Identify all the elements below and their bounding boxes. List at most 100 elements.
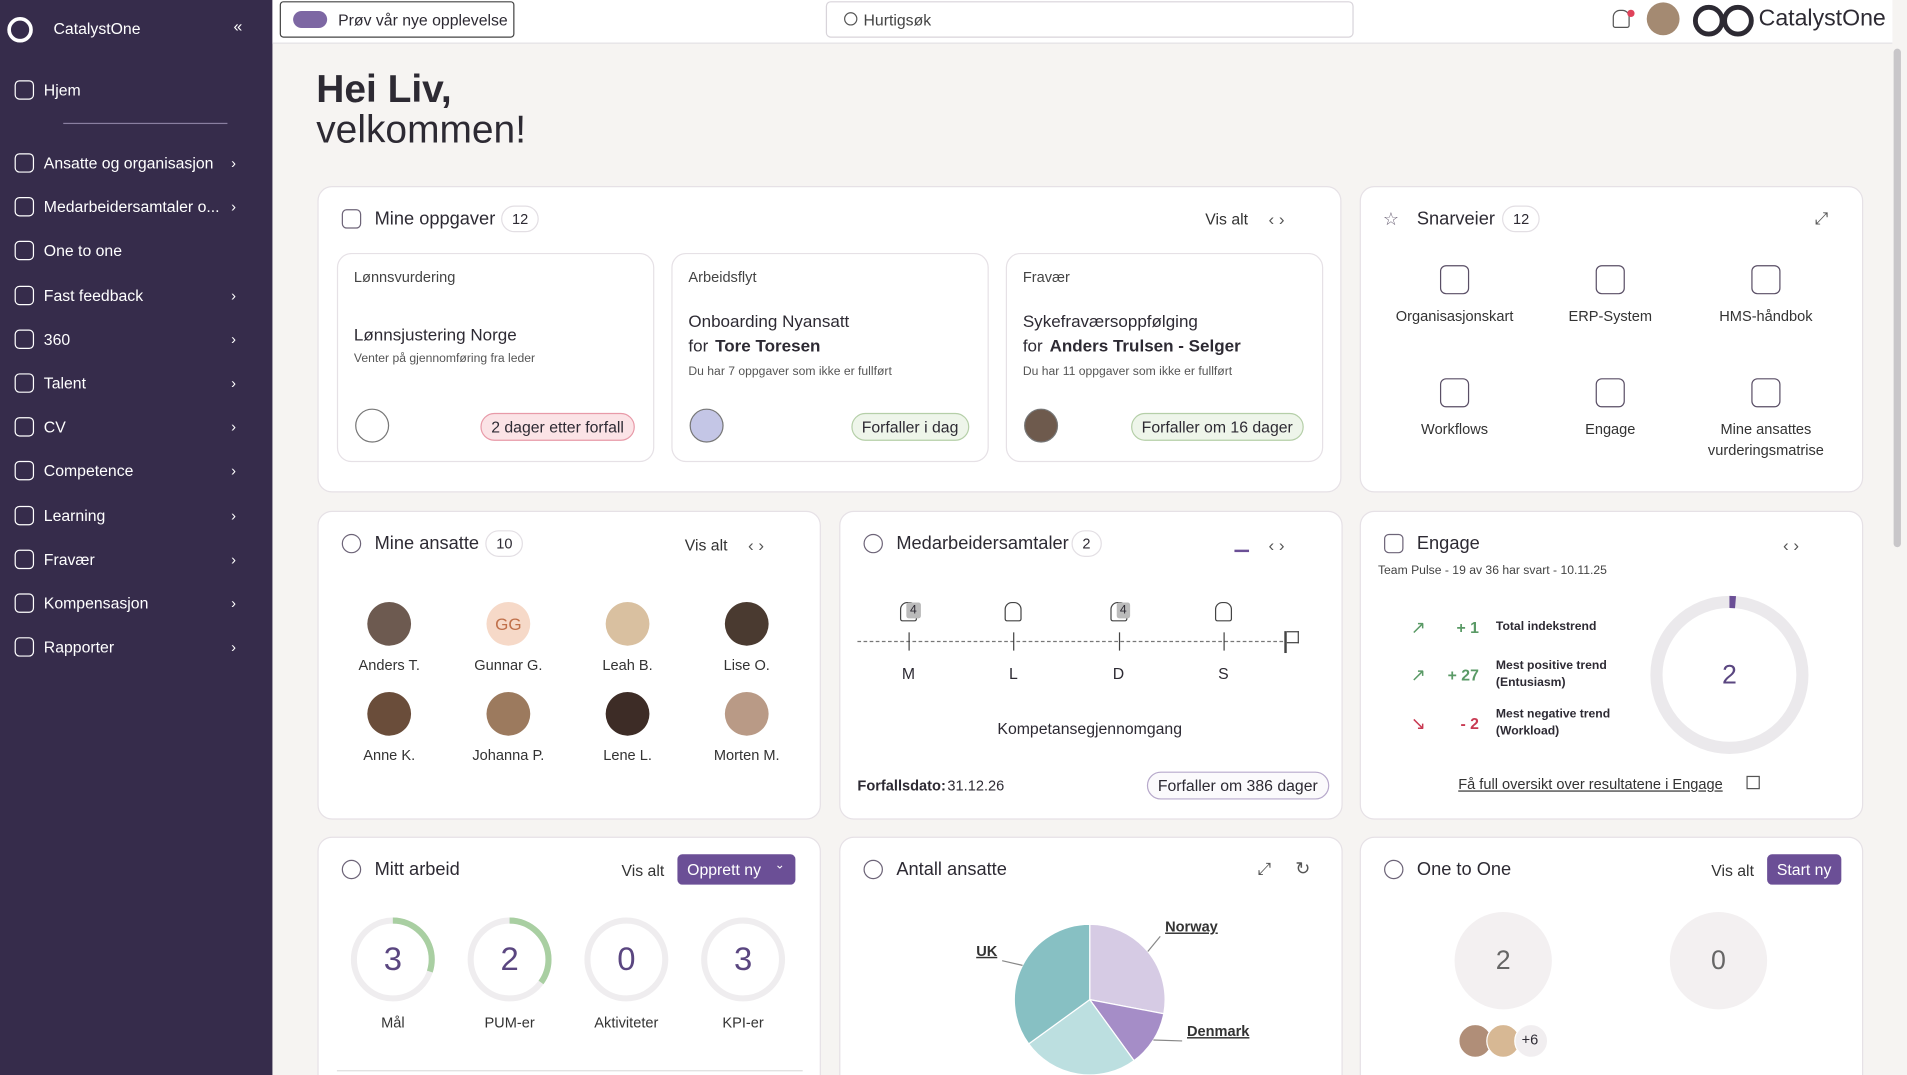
count: 12 bbox=[1502, 205, 1541, 233]
score-ring bbox=[1650, 595, 1809, 754]
shortcut-icon[interactable] bbox=[1751, 378, 1781, 408]
pager[interactable]: ‹ › bbox=[747, 535, 765, 555]
task-subtitle: Du har 7 oppgaver som ikke er fullført bbox=[688, 365, 892, 379]
stat-value[interactable]: 3 bbox=[733, 940, 753, 978]
view-all[interactable]: Vis alt bbox=[1711, 861, 1754, 880]
employee-name[interactable]: Lise O. bbox=[723, 656, 770, 674]
nav-item[interactable]: Competence bbox=[43, 461, 134, 481]
start-button[interactable]: Start ny bbox=[1767, 854, 1842, 885]
shortcut-label[interactable]: Organisasjonskart bbox=[1395, 307, 1514, 325]
person-icon bbox=[1004, 601, 1022, 622]
employee-name[interactable]: Gunnar G. bbox=[474, 656, 543, 674]
search-placeholder: Hurtigsøk bbox=[863, 10, 932, 30]
nav-item[interactable]: Learning bbox=[43, 505, 106, 525]
view-all[interactable]: Vis alt bbox=[621, 861, 665, 880]
logo-c bbox=[1692, 4, 1725, 37]
nav-item[interactable]: 360 bbox=[43, 329, 71, 349]
task-badge: 2 dager etter forfall bbox=[480, 412, 635, 441]
engage-score: 2 bbox=[1721, 659, 1737, 690]
expand[interactable]: ⤢ bbox=[1257, 858, 1272, 878]
pie-slice bbox=[1013, 923, 1091, 1045]
star-icon: ☆ bbox=[1382, 209, 1400, 230]
leader-line bbox=[1153, 1039, 1183, 1042]
expand[interactable]: ⤢ bbox=[1814, 207, 1829, 228]
shortcut-label[interactable]: Mine ansattes vurderingsmatrise bbox=[1707, 420, 1824, 459]
shortcut-icon[interactable] bbox=[1439, 378, 1470, 408]
scrollbar[interactable] bbox=[1893, 48, 1901, 548]
timeline-line bbox=[857, 640, 1284, 643]
pager[interactable]: ‹ › bbox=[1268, 209, 1285, 229]
nav-item[interactable]: Rapporter bbox=[43, 638, 115, 657]
timeline-badge: 4 bbox=[906, 602, 921, 619]
nav-item[interactable]: Fravær bbox=[43, 550, 95, 569]
nav-item[interactable]: Hjem bbox=[43, 80, 81, 100]
search-box[interactable]: Hurtigsøk bbox=[825, 1, 1354, 38]
nav-chevron: › bbox=[231, 462, 236, 480]
pie-slice bbox=[1089, 923, 1166, 1015]
engage-link[interactable]: Få full oversikt over resultatene i Enga… bbox=[1458, 775, 1723, 793]
nav-icon bbox=[14, 417, 35, 437]
task-title: Onboarding Nyansatt bbox=[688, 311, 850, 331]
nav-item[interactable]: Fast feedback bbox=[43, 285, 144, 305]
employee-name[interactable]: Leah B. bbox=[602, 656, 653, 674]
nav-icon bbox=[14, 505, 35, 525]
stat-value[interactable]: 2 bbox=[500, 940, 519, 978]
nav-item[interactable]: Ansatte og organisasjon bbox=[43, 153, 214, 173]
nav-item[interactable]: Kompensasjon bbox=[43, 594, 149, 613]
nav-chevron: › bbox=[231, 550, 236, 568]
toggle-button[interactable]: Prøv vår nye opplevelse bbox=[279, 1, 515, 38]
nav-icon bbox=[14, 373, 35, 393]
chart-icon[interactable] bbox=[1234, 535, 1250, 553]
shortcut-icon[interactable] bbox=[1439, 265, 1470, 295]
employee-avatar[interactable] bbox=[605, 601, 650, 646]
count: 2 bbox=[1071, 530, 1102, 557]
stat-value[interactable]: 0 bbox=[617, 940, 636, 978]
nav-chevron: › bbox=[231, 154, 236, 172]
bell[interactable] bbox=[1612, 9, 1630, 28]
employee-avatar[interactable] bbox=[367, 691, 412, 736]
employee-avatar[interactable] bbox=[724, 601, 769, 646]
trend-value: + 27 bbox=[1447, 665, 1479, 685]
shortcut-label[interactable]: HMS-håndbok bbox=[1719, 307, 1813, 325]
employee-avatar[interactable] bbox=[724, 691, 769, 736]
employee-name[interactable]: Morten M. bbox=[713, 746, 780, 764]
create-button[interactable]: Opprett ny bbox=[677, 854, 796, 885]
nav-item[interactable]: One to one bbox=[43, 241, 123, 261]
trend-arrow: ↘ bbox=[1410, 713, 1427, 735]
trophy-icon bbox=[341, 859, 362, 880]
collapse[interactable]: « bbox=[233, 17, 243, 36]
employee-avatar[interactable] bbox=[605, 691, 650, 736]
nav-icon bbox=[14, 285, 35, 305]
view-all[interactable]: Vis alt bbox=[684, 535, 728, 554]
nav-item[interactable]: Talent bbox=[43, 373, 86, 393]
employee-name[interactable]: Anne K. bbox=[363, 746, 416, 764]
shortcut-icon[interactable] bbox=[1595, 265, 1625, 295]
shortcut-icon[interactable] bbox=[1595, 378, 1625, 408]
nav-chevron: › bbox=[231, 506, 236, 524]
nav-item[interactable]: Medarbeidersamtaler o... bbox=[43, 197, 220, 217]
count: 10 bbox=[485, 530, 524, 557]
view-all[interactable]: Vis alt bbox=[1205, 209, 1249, 229]
employee-name[interactable]: Lene L. bbox=[603, 746, 652, 764]
pager[interactable]: ‹ › bbox=[1268, 535, 1285, 555]
task-subtitle: Du har 11 oppgaver som ikke er fullført bbox=[1022, 365, 1233, 379]
employee-avatar[interactable] bbox=[486, 601, 531, 646]
employee-initials: GG bbox=[495, 614, 522, 634]
task-title: Sykefraværsoppfølging bbox=[1022, 311, 1198, 331]
avatar[interactable] bbox=[1646, 2, 1680, 36]
search-icon bbox=[844, 12, 858, 26]
card-title: Engage bbox=[1416, 533, 1480, 554]
employee-name[interactable]: Johanna P. bbox=[472, 746, 545, 764]
employee-name[interactable]: Anders T. bbox=[358, 656, 420, 674]
shortcut-label[interactable]: Engage bbox=[1585, 420, 1636, 438]
stat-value[interactable]: 3 bbox=[383, 940, 402, 978]
employee-avatar[interactable] bbox=[486, 691, 531, 736]
employee-avatar[interactable] bbox=[367, 601, 412, 646]
shortcut-label[interactable]: Workflows bbox=[1421, 420, 1489, 438]
shortcut-label[interactable]: ERP-System bbox=[1568, 307, 1653, 325]
nav-item[interactable]: CV bbox=[43, 417, 66, 437]
pager[interactable]: ‹ › bbox=[1782, 535, 1800, 555]
progress-ring bbox=[467, 917, 552, 1002]
shortcut-icon[interactable] bbox=[1751, 265, 1781, 295]
refresh[interactable]: ↻ bbox=[1295, 858, 1311, 880]
